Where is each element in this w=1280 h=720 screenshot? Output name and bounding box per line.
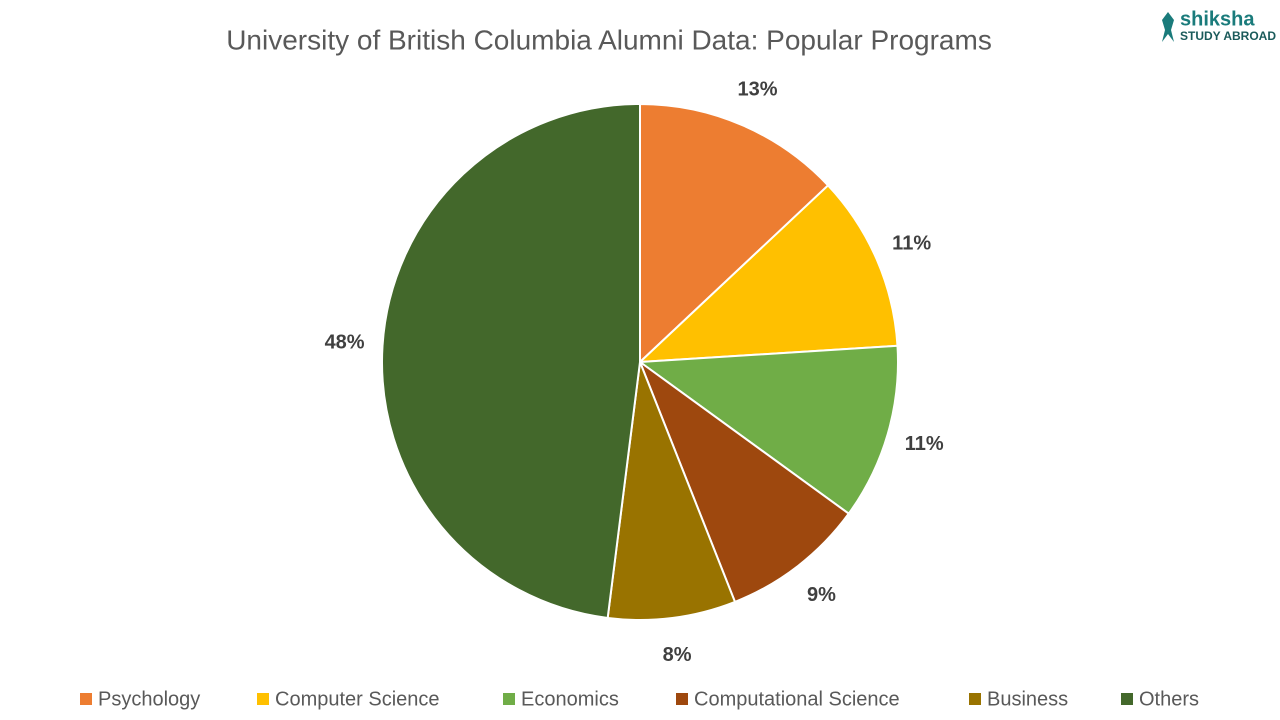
legend-label: Business [987, 688, 1068, 710]
legend-swatch [969, 693, 981, 705]
value-label: 11% [892, 233, 931, 255]
logo: shiksha STUDY ABROAD [1162, 8, 1276, 43]
value-label: 8% [663, 644, 692, 666]
legend-label: Computational Science [694, 688, 900, 710]
pie-slice [637, 183, 899, 364]
value-label: 13% [738, 79, 778, 101]
pie-slice [637, 344, 899, 516]
legend-swatch [676, 693, 688, 705]
value-label: 11% [905, 433, 944, 455]
legend-label: Economics [521, 688, 619, 710]
value-label: 48% [325, 332, 365, 354]
value-label: 9% [807, 584, 836, 606]
legend-label: Computer Science [275, 688, 440, 710]
logo-icon [1162, 12, 1174, 42]
legend-swatch [503, 693, 515, 705]
chart-title: University of British Columbia Alumni Da… [226, 24, 992, 55]
pie-slice [381, 102, 641, 620]
logo-tagline: STUDY ABROAD [1180, 29, 1276, 43]
legend-swatch [1121, 693, 1133, 705]
pie-slice [606, 361, 737, 621]
legend-label: Others [1139, 688, 1199, 710]
pie-slice [637, 359, 851, 604]
legend-swatch [80, 693, 92, 705]
legend-label: Psychology [98, 688, 200, 710]
logo-name: shiksha [1180, 8, 1255, 30]
legend-swatch [257, 693, 269, 705]
pie-slice [639, 102, 830, 365]
